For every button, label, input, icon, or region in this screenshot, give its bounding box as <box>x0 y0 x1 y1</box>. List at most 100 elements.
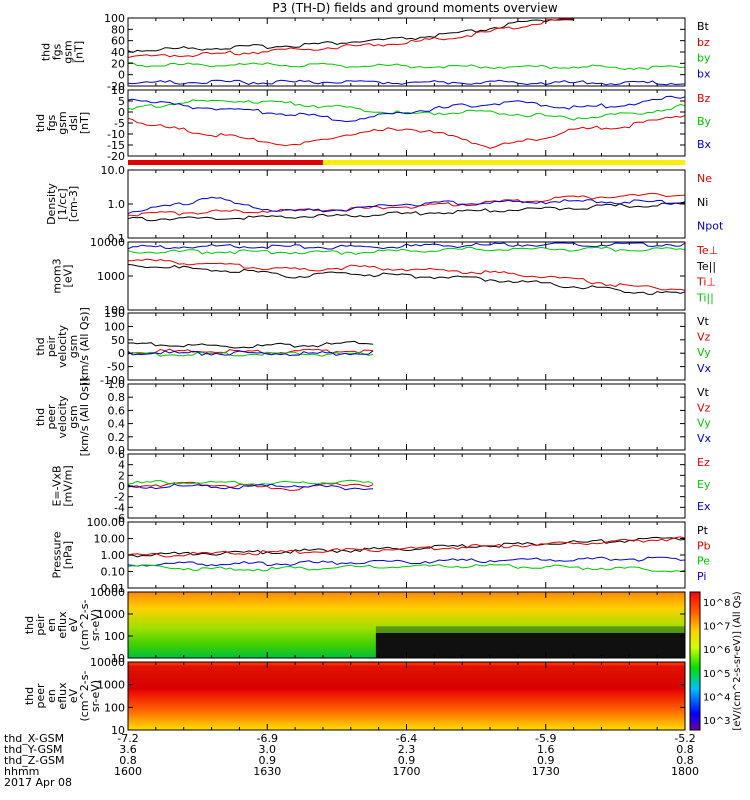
y-tick-label: 10000 <box>90 656 125 669</box>
series-By <box>127 99 686 121</box>
panel-frame <box>127 241 686 311</box>
y-tick-label: 1000 <box>97 270 125 283</box>
y-axis-label: thd <box>23 687 36 705</box>
colorbar: 10^8 10^7 10^6 10^5 10^4 10^3 [eV/(cm^2-s-sr-e… <box>689 591 743 731</box>
y-axis-label: E=-VxB <box>51 465 64 506</box>
y-axis-label: peer <box>34 683 47 709</box>
legend-Pt: Pt <box>697 524 709 537</box>
y-tick-label: 0 <box>118 480 125 493</box>
series-Bz <box>127 115 686 149</box>
y-tick-label: 1.0 <box>108 198 126 211</box>
series-Ex <box>127 483 374 491</box>
orbit-row-value: 1600 <box>114 765 142 778</box>
y-tick-label: 5 <box>118 95 125 108</box>
y-axis-label: velocity <box>56 395 69 438</box>
y-tick-label: 6 <box>118 448 125 461</box>
y-axis-label: eV <box>67 617 80 632</box>
orbit-row-value: 0.9 <box>537 754 555 767</box>
orbit-table: thd_X-GSM -7.2 -6.9 -6.4 -5.9 -5.2 thd_Y-GSM 3.… <box>4 732 699 789</box>
y-tick-label: -50 <box>107 361 125 374</box>
mode-bar-yellow <box>322 160 685 165</box>
y-tick-label: 0.01 <box>101 582 126 595</box>
legend-Pe: Pe <box>697 555 710 568</box>
colorbar-tick-label: 10^4 <box>703 692 730 703</box>
y-axis-label: (cm^2-s- <box>78 671 91 722</box>
y-tick-label: 10 <box>111 84 125 97</box>
y-axis-label: mom3 <box>51 258 64 293</box>
y-axis-label: peir <box>34 614 47 636</box>
legend-Te⊥: Te⊥ <box>696 244 718 257</box>
y-axis-label: [mV/m] <box>62 465 75 506</box>
legend-Ti||: Ti|| <box>696 292 714 305</box>
y-axis-label: Pressure <box>51 531 64 578</box>
orbit-row-label: thd_Z-GSM <box>4 754 64 767</box>
legend-By: By <box>697 115 712 128</box>
y-axis-label: gsm <box>67 335 80 358</box>
orbit-row-label: thd_Y-GSM <box>4 743 63 756</box>
legend-by: by <box>697 52 711 65</box>
legend-Ni: Ni <box>697 196 708 209</box>
orbit-row-value: 0.8 <box>676 754 694 767</box>
y-tick-label: -5 <box>114 117 125 130</box>
y-tick-label: 0 <box>118 347 125 360</box>
y-axis-label: thd <box>34 337 47 355</box>
legend-bx: bx <box>697 68 711 81</box>
y-axis-label: [cm-3] <box>67 186 80 222</box>
y-axis-label: [1/cc] <box>56 188 69 219</box>
series-Ti|| <box>127 246 686 255</box>
legend-Vx: Vx <box>697 432 712 445</box>
y-tick-label: -2 <box>114 491 125 504</box>
series-Pb <box>127 536 686 558</box>
y-tick-label: 10.00 <box>94 533 126 546</box>
y-tick-label: 100 <box>104 12 125 25</box>
y-axis-label: (cm^2-s- <box>78 600 91 651</box>
y-axis-label: [km/s (All Qs)] <box>78 307 91 386</box>
series-Vy <box>128 351 374 357</box>
y-tick-label: 1000 <box>97 608 125 621</box>
spectrogram-transition-band <box>375 626 685 633</box>
y-axis-label: gsm <box>62 40 75 63</box>
y-axis-label: thd <box>34 114 47 132</box>
legend-Ex: Ex <box>697 500 711 513</box>
y-tick-label: 10000 <box>90 586 125 599</box>
y-tick-label: -20 <box>107 150 125 163</box>
legend-Bt: Bt <box>697 20 710 33</box>
y-axis-label: peir <box>45 335 58 357</box>
y-tick-label: -4 <box>114 501 125 514</box>
orbit-row-value: 3.6 <box>119 743 137 756</box>
colorbar-tick-label: 10^3 <box>703 716 730 727</box>
series-Vt <box>127 340 374 349</box>
y-tick-label: 0 <box>118 69 125 82</box>
legend-Pi: Pi <box>697 570 706 583</box>
y-tick-label: 0.6 <box>108 404 126 417</box>
y-tick-label: 10.0 <box>101 164 126 177</box>
series-by <box>127 62 686 71</box>
legend-Ne: Ne <box>697 172 712 185</box>
y-tick-label: 4 <box>118 459 125 472</box>
legend-Ez: Ez <box>697 456 710 469</box>
panel-6: 1.00.80.60.40.20.0 thdpeervelocitygsm[km/… <box>34 378 712 457</box>
y-axis-label: thd <box>34 408 47 426</box>
y-axis-label: gsm <box>67 405 80 428</box>
mode-bar-red <box>128 160 323 165</box>
panel-frame <box>127 89 686 157</box>
legend-Vz: Vz <box>697 401 711 414</box>
y-tick-label: 100 <box>104 630 125 643</box>
date-label: 2017 Apr 08 <box>4 776 72 789</box>
series-Ne <box>127 192 686 217</box>
legend-Te||: Te|| <box>696 260 716 273</box>
orbit-row-label: hhmm <box>4 765 39 778</box>
orbit-row-value: 0.9 <box>398 754 416 767</box>
y-axis-label: Density <box>45 183 58 225</box>
y-axis-label: en <box>45 689 58 703</box>
legend-Vx: Vx <box>697 362 712 375</box>
orbit-row-value: 1730 <box>532 765 560 778</box>
series-Pe <box>127 563 686 573</box>
y-axis-label: thd <box>23 616 36 634</box>
y-tick-label: 1.0 <box>108 378 126 391</box>
y-tick-label: 0.0 <box>108 444 126 457</box>
y-tick-label: 0 <box>118 106 125 119</box>
y-tick-label: -100 <box>100 374 125 387</box>
series-Bt <box>127 19 574 54</box>
